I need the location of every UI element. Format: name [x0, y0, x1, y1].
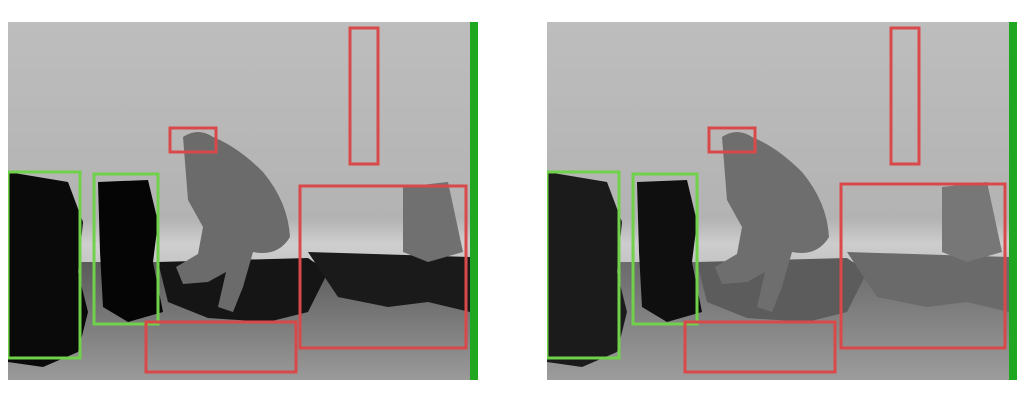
green-box-left: [547, 170, 621, 360]
red-box-right: [839, 182, 1007, 350]
red-box-floor: [144, 320, 298, 374]
green-box-chair: [631, 172, 699, 326]
left-chair-missing-depth: [8, 172, 88, 367]
red-box-right: [298, 184, 468, 350]
right-region-missing-depth: [308, 252, 470, 312]
left-chair-depth: [547, 172, 627, 367]
red-box-head: [168, 126, 218, 154]
person-silhouette: [715, 132, 829, 312]
depth-image-right-filled: [547, 22, 1017, 380]
person-silhouette: [176, 132, 290, 312]
red-box-pole: [348, 26, 380, 166]
right-region-filled-depth: [847, 252, 1009, 312]
right-chair-back: [403, 182, 463, 262]
edge-bar: [470, 22, 478, 380]
red-box-head: [707, 126, 757, 154]
green-box-chair: [92, 172, 160, 326]
chair-depth: [637, 180, 702, 322]
red-box-pole: [889, 26, 921, 166]
red-box-floor: [683, 320, 837, 374]
chair-missing-depth: [98, 180, 163, 322]
edge-bar: [1009, 22, 1017, 380]
green-box-left: [8, 170, 82, 360]
depth-image-left-raw: [8, 22, 478, 380]
right-chair-back: [942, 182, 1002, 262]
